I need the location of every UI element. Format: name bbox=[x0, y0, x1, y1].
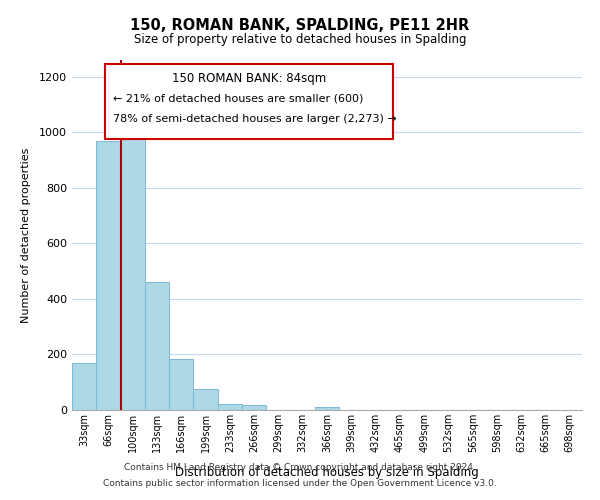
Bar bbox=[218, 404, 242, 410]
Text: 150, ROMAN BANK, SPALDING, PE11 2HR: 150, ROMAN BANK, SPALDING, PE11 2HR bbox=[130, 18, 470, 32]
Text: ← 21% of detached houses are smaller (600): ← 21% of detached houses are smaller (60… bbox=[113, 94, 363, 104]
Bar bbox=[145, 282, 169, 410]
Text: Contains HM Land Registry data © Crown copyright and database right 2024.: Contains HM Land Registry data © Crown c… bbox=[124, 464, 476, 472]
Text: 150 ROMAN BANK: 84sqm: 150 ROMAN BANK: 84sqm bbox=[172, 72, 326, 86]
Bar bbox=[315, 407, 339, 410]
Y-axis label: Number of detached properties: Number of detached properties bbox=[20, 148, 31, 322]
Bar bbox=[72, 363, 96, 410]
Text: Size of property relative to detached houses in Spalding: Size of property relative to detached ho… bbox=[134, 32, 466, 46]
Bar bbox=[193, 389, 218, 410]
Bar bbox=[121, 132, 145, 410]
Bar bbox=[242, 405, 266, 410]
Text: Contains public sector information licensed under the Open Government Licence v3: Contains public sector information licen… bbox=[103, 478, 497, 488]
Bar bbox=[169, 358, 193, 410]
Text: 78% of semi-detached houses are larger (2,273) →: 78% of semi-detached houses are larger (… bbox=[113, 114, 397, 124]
FancyBboxPatch shape bbox=[105, 64, 394, 139]
Bar bbox=[96, 140, 121, 410]
X-axis label: Distribution of detached houses by size in Spalding: Distribution of detached houses by size … bbox=[175, 466, 479, 479]
